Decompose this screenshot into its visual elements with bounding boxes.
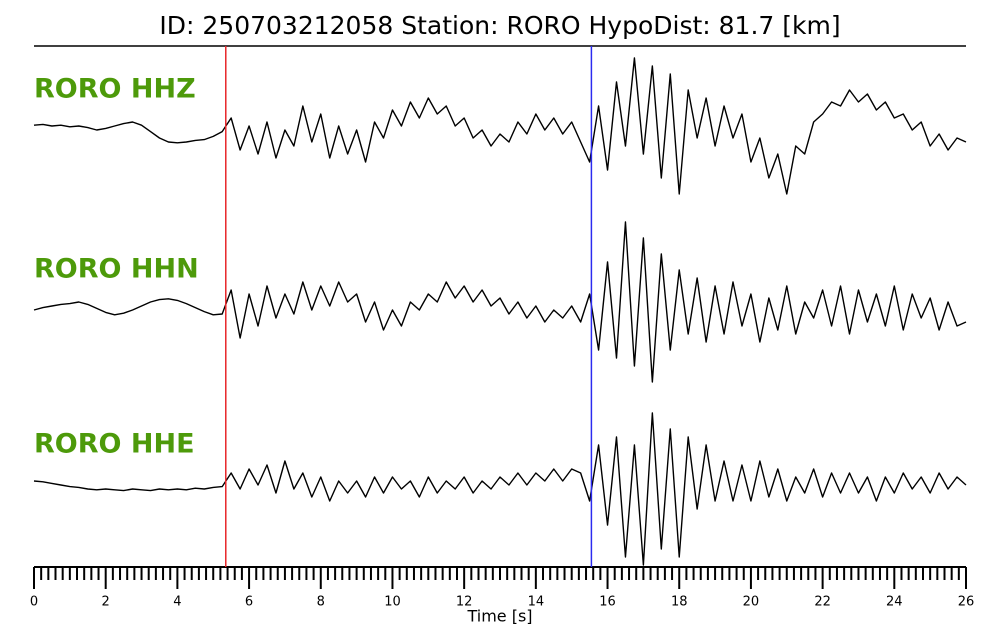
x-tick-label: 20 [743, 595, 760, 610]
trace-label: RORO HHN [34, 254, 199, 285]
x-tick-label: 8 [317, 595, 325, 610]
x-tick-label: 24 [886, 595, 903, 610]
trace [33, 412, 967, 566]
x-tick-label: 6 [245, 595, 253, 610]
x-tick-label: 18 [671, 595, 688, 610]
trace-label: RORO HHE [34, 429, 195, 460]
x-tick-label: 0 [30, 595, 38, 610]
x-tick-label: 22 [814, 595, 831, 610]
chart-title: ID: 250703212058 Station: RORO HypoDist:… [159, 11, 840, 40]
trace [33, 57, 967, 195]
x-tick-label: 16 [599, 595, 616, 610]
x-tick-label: 10 [384, 595, 401, 610]
x-tick-label: 2 [102, 595, 110, 610]
x-tick-label: 14 [528, 595, 545, 610]
x-axis-label: Time [s] [466, 607, 532, 626]
trace-label: RORO HHZ [34, 74, 196, 105]
x-tick-label: 12 [456, 595, 473, 610]
x-tick-label: 26 [958, 595, 975, 610]
x-tick-label: 4 [173, 595, 181, 610]
trace [33, 221, 967, 383]
